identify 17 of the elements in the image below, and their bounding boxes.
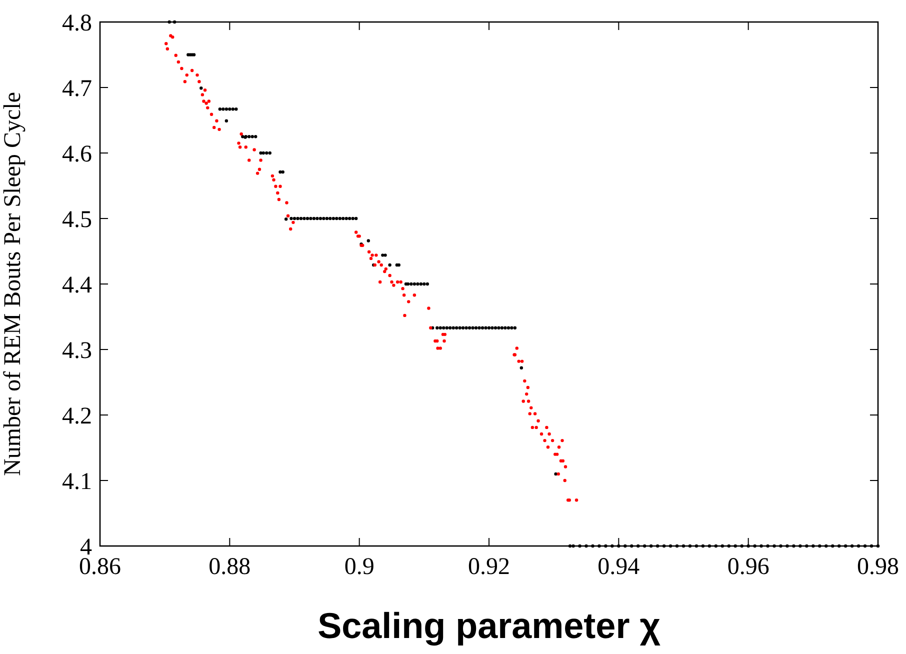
x-tick-label: 0.86 [79, 554, 121, 580]
y-tick-label: 4.3 [62, 338, 92, 364]
y-tick-label: 4.1 [62, 468, 92, 495]
y-tick-label: 4.2 [62, 403, 92, 430]
x-tick-label: 0.98 [857, 554, 899, 580]
y-tick-label: 4.5 [62, 206, 92, 233]
y-tick-label: 4.7 [62, 76, 92, 102]
y-tick-label: 4.6 [62, 141, 92, 168]
y-tick-label: 4.8 [62, 10, 92, 36]
x-axis-title: Scaling parameter χ [318, 605, 661, 646]
x-tick-label: 0.88 [208, 554, 251, 580]
x-tick-label: 0.96 [727, 554, 770, 580]
x-tick-label: 0.92 [468, 554, 510, 580]
x-tick-label: 0.94 [598, 554, 640, 580]
x-tick-label: 0.9 [344, 554, 374, 580]
y-tick-label: 4.4 [62, 272, 92, 298]
y-axis-title: Number of REM Bouts Per Sleep Cycle [0, 92, 26, 476]
